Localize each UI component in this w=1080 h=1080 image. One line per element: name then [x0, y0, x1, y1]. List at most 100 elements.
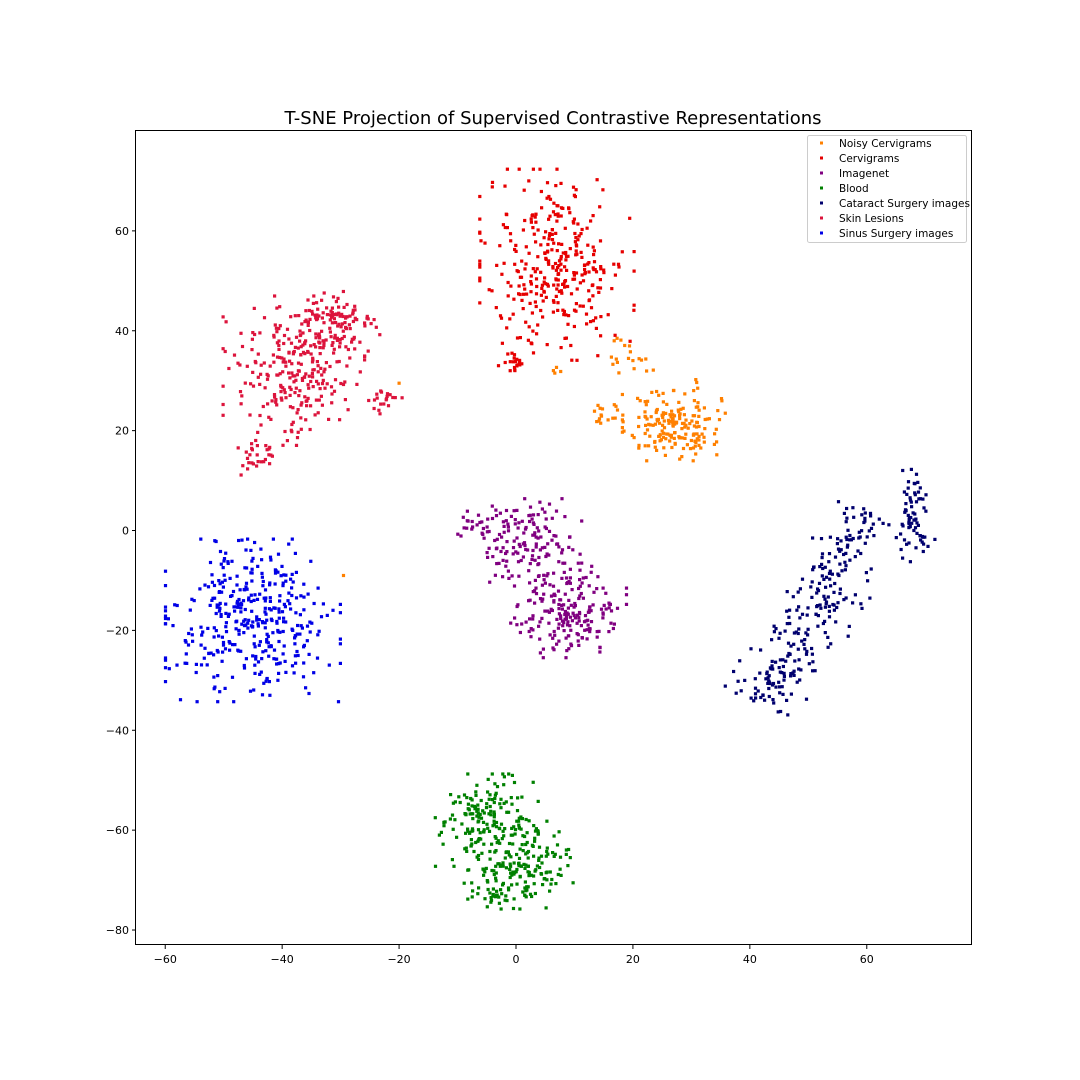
data-point — [612, 622, 616, 626]
data-point — [531, 351, 536, 355]
data-point — [651, 368, 655, 372]
legend-entry-cervigrams: Cervigrams — [820, 153, 899, 165]
data-point — [483, 870, 487, 874]
data-point — [503, 898, 507, 902]
data-point — [538, 548, 542, 552]
data-point — [265, 377, 270, 381]
data-point — [826, 645, 830, 649]
data-point — [263, 599, 267, 603]
data-point — [595, 420, 599, 424]
data-point — [221, 347, 225, 351]
data-point — [653, 445, 657, 449]
data-point — [632, 269, 636, 273]
data-point — [544, 230, 548, 234]
data-point — [386, 404, 391, 408]
data-point — [819, 606, 823, 610]
data-point — [894, 536, 898, 540]
data-point — [637, 415, 641, 419]
data-point — [564, 258, 568, 262]
data-point — [348, 356, 352, 360]
data-point — [561, 561, 565, 565]
data-point — [505, 226, 509, 230]
data-point — [269, 558, 273, 562]
data-point — [918, 497, 922, 501]
data-point — [271, 631, 275, 635]
data-point — [337, 311, 341, 315]
data-point — [220, 590, 224, 594]
data-point — [289, 577, 293, 581]
data-point — [912, 528, 916, 533]
data-point — [262, 596, 266, 600]
data-point — [521, 849, 525, 853]
x-tick-label: 0 — [513, 953, 520, 966]
data-point — [537, 624, 541, 628]
data-point — [572, 273, 576, 277]
data-point — [490, 504, 494, 508]
data-point — [487, 529, 491, 534]
data-point — [606, 313, 610, 317]
data-point — [668, 413, 672, 417]
data-point — [566, 284, 570, 289]
data-point — [231, 643, 235, 647]
data-point — [250, 559, 254, 563]
data-point — [536, 574, 541, 578]
data-point — [833, 581, 837, 586]
data-point — [250, 579, 254, 583]
data-point — [568, 247, 572, 251]
data-point — [540, 616, 544, 620]
data-point — [260, 575, 264, 579]
data-point — [513, 522, 517, 526]
data-point — [481, 532, 485, 536]
data-point — [190, 597, 194, 601]
data-point — [295, 632, 299, 636]
data-point — [574, 271, 579, 275]
data-point — [559, 257, 563, 261]
data-point — [258, 640, 262, 644]
data-point — [220, 580, 224, 584]
data-point — [588, 627, 592, 631]
data-point — [597, 290, 601, 294]
data-point — [595, 587, 599, 591]
data-point — [624, 593, 629, 597]
data-point — [499, 549, 503, 554]
data-point — [678, 417, 682, 421]
data-point — [614, 404, 618, 408]
data-point — [517, 819, 521, 823]
data-point — [715, 453, 719, 457]
data-point — [301, 331, 305, 335]
data-point — [602, 603, 606, 607]
data-point — [559, 289, 563, 293]
data-point — [871, 522, 875, 526]
data-point — [573, 601, 577, 606]
data-point — [662, 446, 666, 450]
data-point — [533, 531, 537, 535]
data-point — [363, 354, 367, 358]
data-point — [771, 698, 775, 702]
data-point — [654, 410, 658, 415]
data-point — [377, 408, 381, 412]
data-point — [828, 577, 832, 581]
data-point — [655, 448, 659, 452]
data-point — [671, 413, 675, 417]
data-point — [805, 613, 809, 617]
data-point — [489, 900, 493, 904]
data-point — [555, 642, 559, 646]
data-point — [662, 431, 666, 435]
data-point — [271, 537, 275, 541]
data-point — [524, 620, 528, 624]
data-point — [245, 587, 249, 591]
data-point — [333, 333, 337, 337]
data-point — [611, 362, 615, 366]
data-point — [552, 648, 556, 652]
data-point — [596, 575, 600, 579]
data-point — [540, 599, 544, 603]
data-point — [510, 802, 514, 806]
data-point — [803, 638, 807, 642]
data-point — [502, 524, 506, 528]
data-point — [276, 552, 281, 556]
data-point — [267, 654, 271, 658]
data-point — [234, 605, 238, 609]
data-point — [500, 535, 504, 539]
data-point — [568, 615, 572, 619]
data-point — [571, 611, 575, 615]
